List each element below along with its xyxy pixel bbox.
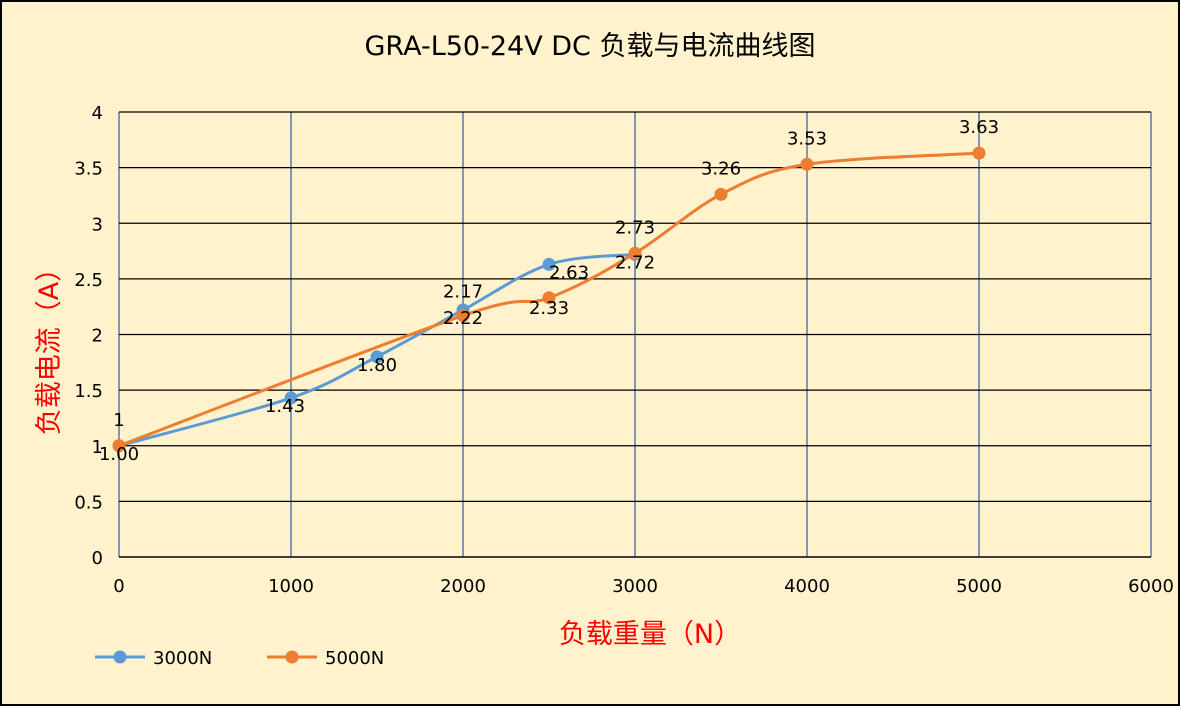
legend-label: 3000N [153,648,212,669]
data-label-3000N: 2.63 [549,262,589,283]
series-layer [112,146,986,453]
y-tick-labels: 0 0.5 1 1.5 2 2.5 3 3.5 4 [74,103,103,569]
y-tick-label: 0.5 [74,492,103,513]
data-point-5000N [714,187,728,201]
y-tick-label: 0 [92,548,103,569]
x-tick-labels: 0 1000 2000 3000 4000 5000 6000 [113,576,1174,597]
y-tick-label: 3 [92,214,103,235]
data-label-3000N: 1.80 [357,355,397,376]
legend: 3000N 5000N [95,648,384,669]
x-tick-label: 3000 [612,576,658,597]
data-label-5000N: 2.17 [443,282,483,303]
legend-item-5000N: 5000N [267,648,384,669]
grid-layer [118,111,1152,558]
data-label-5000N: 3.63 [959,117,999,138]
data-point-3000N [284,391,298,405]
data-point-5000N [112,439,126,453]
y-tick-label: 3.5 [74,159,103,180]
data-point-3000N [370,350,384,364]
data-point-5000N [972,146,986,160]
data-label-layer: 1.00 1.43 1.80 2.22 2.63 2.72 1 2.17 2.33 2.73 3.2… [99,117,999,465]
y-tick-label: 2.5 [74,270,103,291]
data-label-5000N: 2.73 [615,217,655,238]
chart-title: GRA-L50-24V DC 负载与电流曲线图 [365,31,816,62]
data-label-5000N: 1 [113,410,124,431]
data-label-5000N: 2.33 [529,298,569,319]
data-label-5000N: 3.26 [701,158,741,179]
y-axis-title: 负载电流（A） [34,255,65,435]
legend-swatch-marker [113,650,127,664]
data-label-3000N: 2.72 [615,252,655,273]
data-label-3000N: 1.00 [99,444,139,465]
x-tick-label: 5000 [956,576,1002,597]
x-tick-label: 4000 [784,576,830,597]
y-tick-label: 2 [92,326,103,347]
x-tick-label: 6000 [1128,576,1174,597]
legend-swatch-marker [285,650,299,664]
data-point-5000N [542,291,556,305]
x-tick-label: 1000 [268,576,314,597]
y-tick-label: 1.5 [74,381,103,402]
data-point-5000N [628,246,642,260]
data-label-3000N: 1.43 [265,396,305,417]
data-point-3000N [542,257,556,271]
data-point-5000N [800,157,814,171]
y-tick-label: 1 [92,437,103,458]
legend-item-3000N: 3000N [95,648,212,669]
legend-label: 5000N [325,648,384,669]
x-tick-label: 2000 [440,576,486,597]
data-label-5000N: 3.53 [787,128,827,149]
x-tick-label: 0 [113,576,124,597]
data-label-3000N: 2.22 [443,308,483,329]
y-tick-label: 4 [92,103,103,124]
x-axis-title: 负载重量（N） [559,619,741,650]
data-point-5000N [456,309,470,323]
